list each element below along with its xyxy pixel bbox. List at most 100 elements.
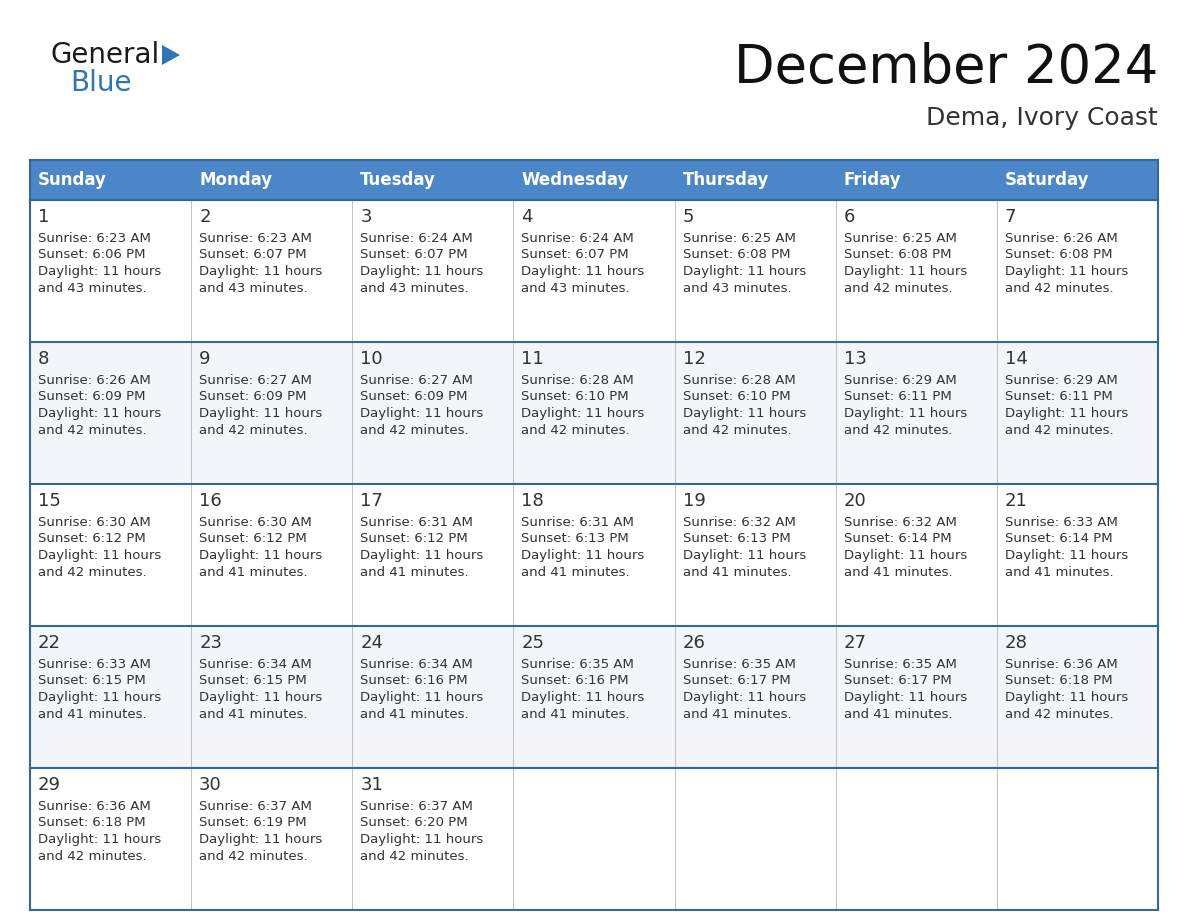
Text: 19: 19 [683,492,706,510]
Text: 16: 16 [200,492,222,510]
Text: 29: 29 [38,776,61,794]
Text: Sunset: 6:12 PM: Sunset: 6:12 PM [38,532,146,545]
Bar [675,768,835,910]
Text: and 43 minutes.: and 43 minutes. [683,282,791,295]
Text: Daylight: 11 hours: Daylight: 11 hours [38,549,162,562]
Text: Sunset: 6:15 PM: Sunset: 6:15 PM [200,675,307,688]
Text: and 42 minutes.: and 42 minutes. [843,282,953,295]
Bar [30,342,191,484]
Bar [513,160,675,200]
Bar [835,768,997,910]
Text: Daylight: 11 hours: Daylight: 11 hours [683,265,805,278]
Polygon shape [162,45,181,65]
Text: and 42 minutes.: and 42 minutes. [360,849,469,863]
Text: 20: 20 [843,492,866,510]
Text: Daylight: 11 hours: Daylight: 11 hours [843,691,967,704]
Bar [191,626,353,768]
Text: and 42 minutes.: and 42 minutes. [200,423,308,436]
Text: and 41 minutes.: and 41 minutes. [843,565,953,578]
Text: and 43 minutes.: and 43 minutes. [200,282,308,295]
Bar [675,200,835,342]
Text: Tuesday: Tuesday [360,171,436,189]
Text: 3: 3 [360,208,372,226]
Bar [353,160,513,200]
Text: Daylight: 11 hours: Daylight: 11 hours [360,691,484,704]
Bar [513,768,675,910]
Bar [835,342,997,484]
Text: and 42 minutes.: and 42 minutes. [1005,423,1113,436]
Text: and 41 minutes.: and 41 minutes. [522,565,630,578]
Text: 2: 2 [200,208,210,226]
Text: Sunrise: 6:23 AM: Sunrise: 6:23 AM [200,232,312,245]
Bar [997,342,1158,484]
Text: Daylight: 11 hours: Daylight: 11 hours [522,691,645,704]
Text: Monday: Monday [200,171,272,189]
Text: 27: 27 [843,634,867,652]
Text: and 43 minutes.: and 43 minutes. [38,282,146,295]
Text: Thursday: Thursday [683,171,769,189]
Text: Sunrise: 6:36 AM: Sunrise: 6:36 AM [38,800,151,813]
Text: Sunrise: 6:33 AM: Sunrise: 6:33 AM [1005,516,1118,529]
Text: Daylight: 11 hours: Daylight: 11 hours [38,691,162,704]
Text: Sunset: 6:17 PM: Sunset: 6:17 PM [683,675,790,688]
Text: Sunset: 6:14 PM: Sunset: 6:14 PM [843,532,952,545]
Text: Sunrise: 6:25 AM: Sunrise: 6:25 AM [683,232,796,245]
Bar [191,342,353,484]
Text: Sunrise: 6:29 AM: Sunrise: 6:29 AM [1005,374,1118,387]
Text: and 41 minutes.: and 41 minutes. [843,708,953,721]
Text: and 41 minutes.: and 41 minutes. [683,708,791,721]
Text: and 42 minutes.: and 42 minutes. [683,423,791,436]
Text: Sunset: 6:10 PM: Sunset: 6:10 PM [683,390,790,404]
Text: Daylight: 11 hours: Daylight: 11 hours [38,833,162,846]
Text: Daylight: 11 hours: Daylight: 11 hours [200,407,322,420]
Text: Sunrise: 6:26 AM: Sunrise: 6:26 AM [38,374,151,387]
Text: and 42 minutes.: and 42 minutes. [1005,282,1113,295]
Text: Daylight: 11 hours: Daylight: 11 hours [200,691,322,704]
Text: Sunrise: 6:35 AM: Sunrise: 6:35 AM [683,658,796,671]
Text: and 41 minutes.: and 41 minutes. [683,565,791,578]
Text: 4: 4 [522,208,533,226]
Text: Sunrise: 6:30 AM: Sunrise: 6:30 AM [38,516,151,529]
Text: 23: 23 [200,634,222,652]
Text: Sunday: Sunday [38,171,107,189]
Bar [835,200,997,342]
Text: Sunset: 6:18 PM: Sunset: 6:18 PM [1005,675,1112,688]
Text: Daylight: 11 hours: Daylight: 11 hours [522,549,645,562]
Text: Daylight: 11 hours: Daylight: 11 hours [1005,265,1129,278]
Text: 24: 24 [360,634,384,652]
Text: Sunset: 6:12 PM: Sunset: 6:12 PM [360,532,468,545]
Text: 17: 17 [360,492,384,510]
Bar [30,160,191,200]
Text: Sunrise: 6:23 AM: Sunrise: 6:23 AM [38,232,151,245]
Text: Sunrise: 6:28 AM: Sunrise: 6:28 AM [522,374,634,387]
Text: Daylight: 11 hours: Daylight: 11 hours [1005,407,1129,420]
Text: and 41 minutes.: and 41 minutes. [360,565,469,578]
Text: Sunset: 6:20 PM: Sunset: 6:20 PM [360,816,468,830]
Text: Sunrise: 6:29 AM: Sunrise: 6:29 AM [843,374,956,387]
Text: Sunset: 6:11 PM: Sunset: 6:11 PM [1005,390,1113,404]
Text: 12: 12 [683,350,706,368]
Text: 8: 8 [38,350,50,368]
Text: Sunset: 6:17 PM: Sunset: 6:17 PM [843,675,952,688]
Text: Sunset: 6:16 PM: Sunset: 6:16 PM [522,675,630,688]
Text: Daylight: 11 hours: Daylight: 11 hours [360,833,484,846]
Bar [835,626,997,768]
Text: December 2024: December 2024 [734,42,1158,94]
Text: and 41 minutes.: and 41 minutes. [200,708,308,721]
Text: and 42 minutes.: and 42 minutes. [38,849,146,863]
Text: Sunrise: 6:37 AM: Sunrise: 6:37 AM [360,800,473,813]
Text: Sunrise: 6:35 AM: Sunrise: 6:35 AM [843,658,956,671]
Bar [353,342,513,484]
Text: Daylight: 11 hours: Daylight: 11 hours [360,265,484,278]
Text: Sunrise: 6:28 AM: Sunrise: 6:28 AM [683,374,795,387]
Text: 31: 31 [360,776,384,794]
Bar [30,626,191,768]
Bar [675,342,835,484]
Bar [191,200,353,342]
Text: and 42 minutes.: and 42 minutes. [200,849,308,863]
Text: Daylight: 11 hours: Daylight: 11 hours [683,407,805,420]
Text: Sunrise: 6:35 AM: Sunrise: 6:35 AM [522,658,634,671]
Text: and 43 minutes.: and 43 minutes. [360,282,469,295]
Bar [513,484,675,626]
Bar [30,768,191,910]
